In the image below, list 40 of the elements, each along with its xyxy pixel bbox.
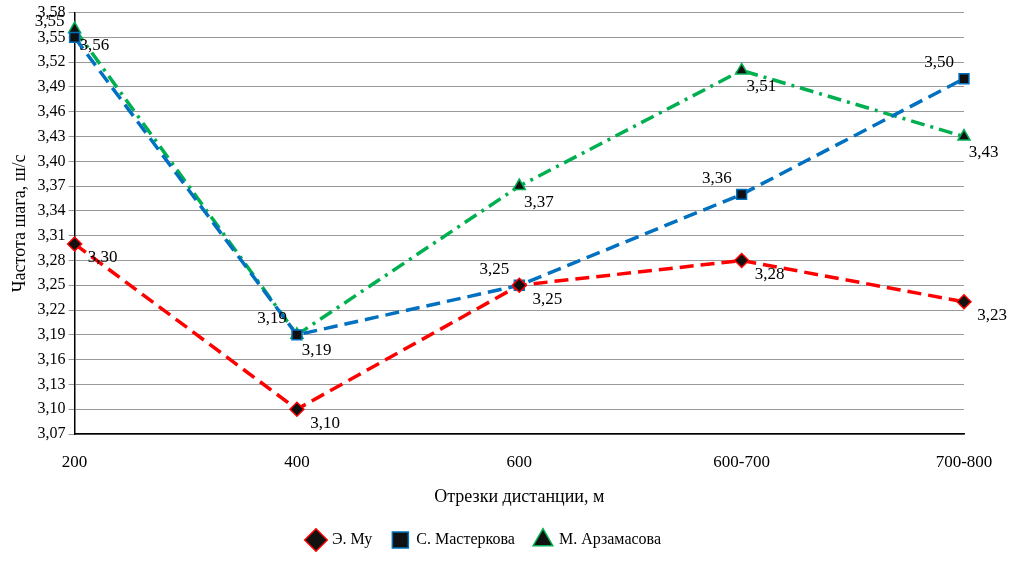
data-label: 3,43 bbox=[968, 142, 999, 162]
y-tick-label: 3,16 bbox=[37, 349, 66, 367]
y-axis-title: Частота шага, ш/с bbox=[8, 154, 29, 293]
data-label: 3,51 bbox=[746, 75, 777, 95]
legend-label: Э. Му bbox=[331, 530, 373, 549]
y-tick-label: 3,22 bbox=[37, 300, 66, 318]
data-label: 3,25 bbox=[479, 258, 510, 278]
y-tick-label: 3,43 bbox=[37, 126, 66, 144]
y-tick-label: 3,19 bbox=[37, 325, 66, 343]
y-tick-label: 3,10 bbox=[37, 399, 66, 417]
data-label: 3,23 bbox=[977, 305, 1007, 325]
y-tick-label: 3,31 bbox=[37, 225, 66, 243]
y-tick-label: 3,49 bbox=[37, 77, 66, 95]
y-tick-label: 3,55 bbox=[37, 27, 66, 45]
data-label: 3,50 bbox=[924, 52, 954, 72]
y-tick-label: 3,34 bbox=[37, 201, 66, 219]
data-label: 3,56 bbox=[79, 34, 110, 54]
y-tick-label: 3,52 bbox=[37, 52, 66, 70]
data-label: 3,28 bbox=[754, 263, 785, 283]
x-tick-label: 700-800 bbox=[935, 451, 993, 471]
y-tick-label: 3,37 bbox=[37, 176, 66, 194]
y-tick-label: 3,13 bbox=[37, 374, 66, 392]
data-label: 3,30 bbox=[87, 247, 118, 267]
x-tick-label: 600-700 bbox=[713, 451, 770, 471]
x-axis-title: Отрезки дистанции, м bbox=[434, 485, 605, 506]
x-tick-label: 200 bbox=[61, 451, 88, 471]
data-label: 3,36 bbox=[701, 167, 732, 187]
y-tick-label: 3,46 bbox=[37, 101, 66, 119]
y-tick-label: 3,07 bbox=[37, 424, 66, 442]
data-label: 3,25 bbox=[532, 288, 563, 308]
y-tick-label: 3,40 bbox=[37, 151, 66, 169]
y-tick-label: 3,28 bbox=[37, 250, 66, 268]
x-tick-label: 400 bbox=[284, 451, 310, 471]
legend-label: С. Мастеркова bbox=[416, 530, 515, 549]
data-label: 3,37 bbox=[524, 191, 555, 211]
y-tick-label: 3,25 bbox=[37, 275, 66, 293]
data-label: 3,10 bbox=[310, 412, 340, 432]
x-tick-label: 600 bbox=[506, 451, 533, 471]
legend-label: М. Арзамасова bbox=[558, 530, 662, 549]
data-label: 3,19 bbox=[301, 340, 332, 360]
